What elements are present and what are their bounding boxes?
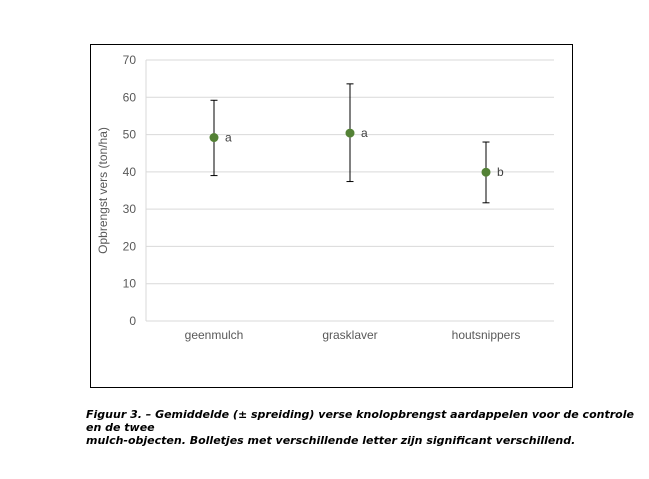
significance-letters: a a b [225,126,504,179]
data-point-houtsnippers [481,167,491,177]
figure-caption: Figuur 3. – Gemiddelde (± spreiding) ver… [86,408,646,447]
significance-letter-houtsnippers: b [497,165,504,179]
x-category-label-houtsnippers: houtsnippers [452,328,521,342]
y-tick-label-10: 10 [123,277,137,291]
y-tick-label-0: 0 [129,314,136,328]
caption-line-2: mulch-objecten. Bolletjes met verschille… [86,434,576,447]
significance-letter-grasklaver: a [361,126,368,140]
data-point-geenmulch [209,133,219,143]
error-bars [210,83,490,204]
axes [145,60,554,322]
data-points [209,128,491,177]
y-tick-label-70: 70 [123,53,137,67]
data-point-grasklaver [345,128,355,138]
significance-letter-geenmulch: a [225,131,232,145]
y-tick-label-60: 60 [123,90,137,104]
chart-frame: 0 10 20 30 40 50 60 70 geenmulch grasklaver houts… [90,44,573,388]
y-tick-label-20: 20 [123,239,137,253]
y-axis-title: Opbrengst vers (ton/ha) [96,127,110,254]
y-tick-labels: 0 10 20 30 40 50 60 70 [123,53,137,328]
x-category-label-geenmulch: geenmulch [185,328,244,342]
yield-scatter-chart: 0 10 20 30 40 50 60 70 geenmulch grasklaver houts… [96,53,554,342]
x-category-labels: geenmulch grasklaver houtsnippers [185,328,521,342]
y-tick-label-40: 40 [123,165,137,179]
x-category-label-grasklaver: grasklaver [322,328,377,342]
y-tick-label-30: 30 [123,202,137,216]
caption-line-1: Figuur 3. – Gemiddelde (± spreiding) ver… [86,408,634,434]
y-tick-label-50: 50 [123,128,137,142]
